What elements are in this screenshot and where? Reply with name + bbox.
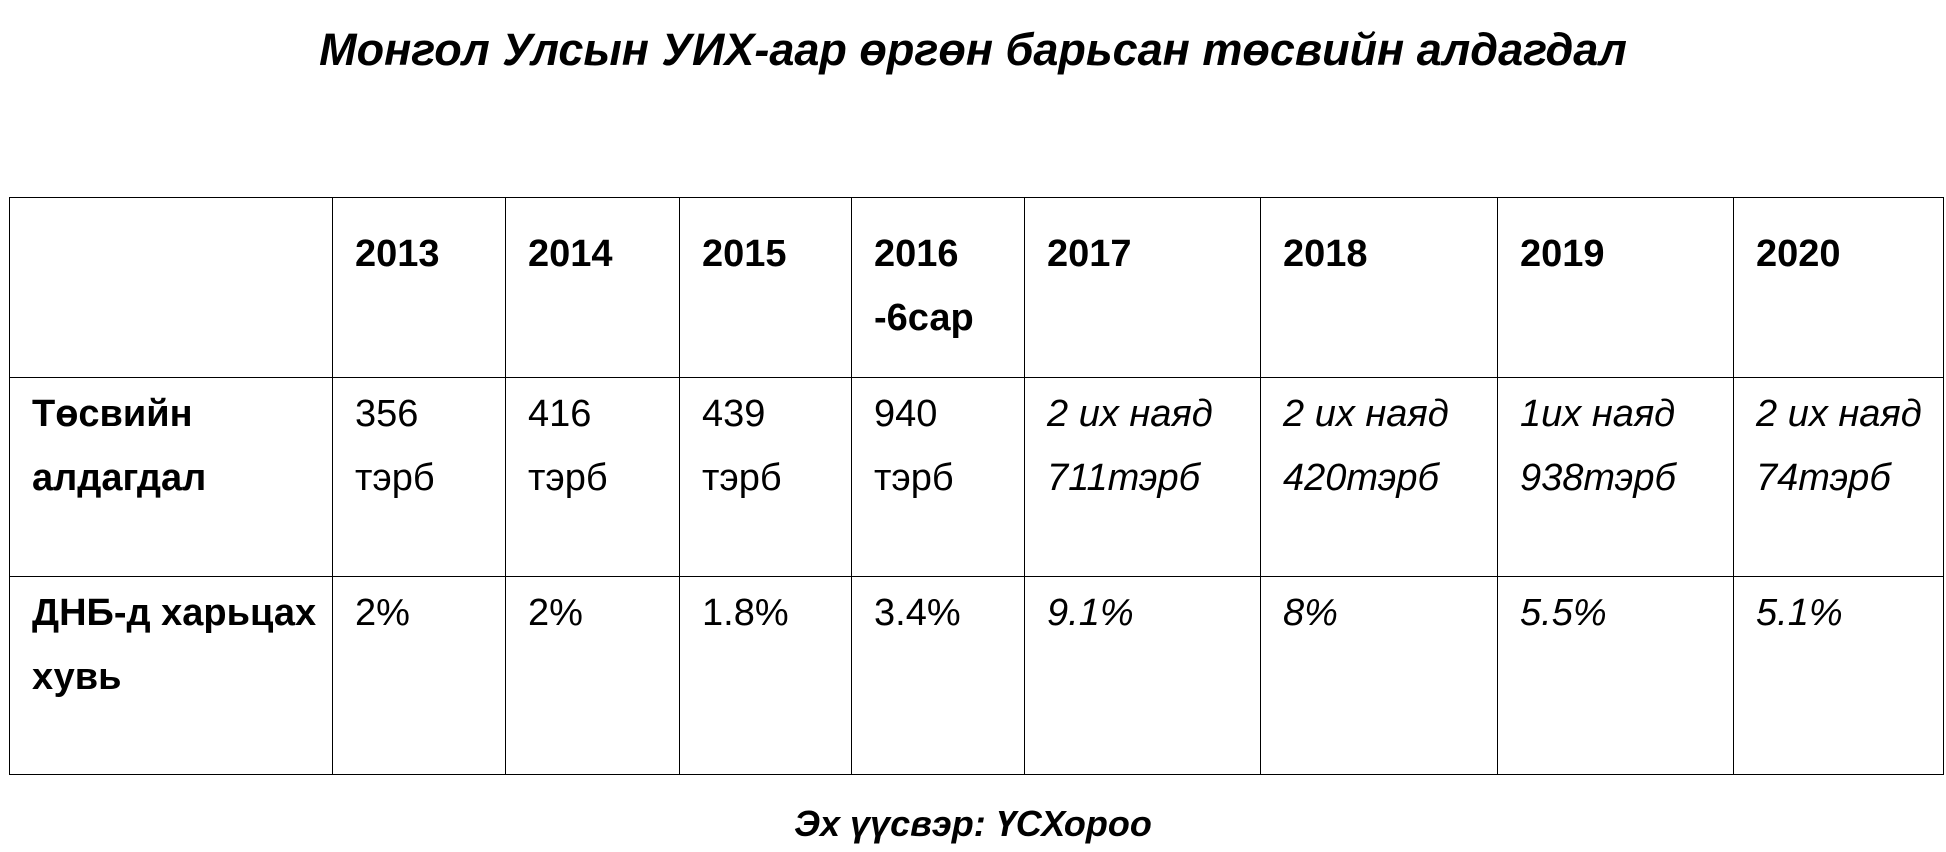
table-cell: 2018 [1260, 197, 1498, 378]
table-cell: 3.4% [851, 576, 1025, 775]
table-cell: 2019 [1497, 197, 1734, 378]
table-cell [9, 197, 333, 378]
table-cell: 5.1% [1733, 576, 1944, 775]
table-cell: 2 их наяд 711тэрб [1024, 377, 1261, 577]
table-cell: 8% [1260, 576, 1498, 775]
table-cell: 2013 [332, 197, 506, 378]
table-cell: 2014 [505, 197, 680, 378]
source: Эх үүсвэр: ҮСХороо [794, 803, 1152, 844]
table-cell: 2016 -6сар [851, 197, 1025, 378]
table-row: ДНБ-д харьцах хувь 2% 2% 1.8% 3.4% 9.1% 8% 5.5%… [9, 576, 1944, 775]
table: 2013 2014 2015 2016 -6сар 2017 2018 2019 2020 Тө… [9, 197, 1944, 775]
table-cell: 940 тэрб [851, 377, 1025, 577]
table-cell: 2020 [1733, 197, 1944, 378]
header-row: 2013 2014 2015 2016 -6сар 2017 2018 2019 2020 [9, 197, 1944, 378]
table-cell: 2 их наяд 420тэрб [1260, 377, 1498, 577]
table-cell: 9.1% [1024, 576, 1261, 775]
table-cell: Төсвийн алдагдал [9, 377, 333, 577]
table-cell: 416 тэрб [505, 377, 680, 577]
table-cell: 5.5% [1497, 576, 1734, 775]
table-cell: 1.8% [679, 576, 852, 775]
table-cell: 439 тэрб [679, 377, 852, 577]
table-cell: 2015 [679, 197, 852, 378]
table-row: Төсвийн алдагдал 356 тэрб 416 тэрб 439 тэрб… [9, 377, 1944, 577]
table-cell: 2% [332, 576, 506, 775]
title: Монгол Улсын УИХ-аар өргөн барьсан төсви… [319, 24, 1627, 75]
table-cell: 1их наяд 938тэрб [1497, 377, 1734, 577]
table-cell: 2% [505, 576, 680, 775]
table-cell: 2017 [1024, 197, 1261, 378]
table-body: 2013 2014 2015 2016 -6сар 2017 2018 2019 2020 Тө… [9, 197, 1944, 775]
table-cell: 2 их наяд 74тэрб [1733, 377, 1944, 577]
table-cell: ДНБ-д харьцах хувь [9, 576, 333, 775]
table-cell: 356 тэрб [332, 377, 506, 577]
